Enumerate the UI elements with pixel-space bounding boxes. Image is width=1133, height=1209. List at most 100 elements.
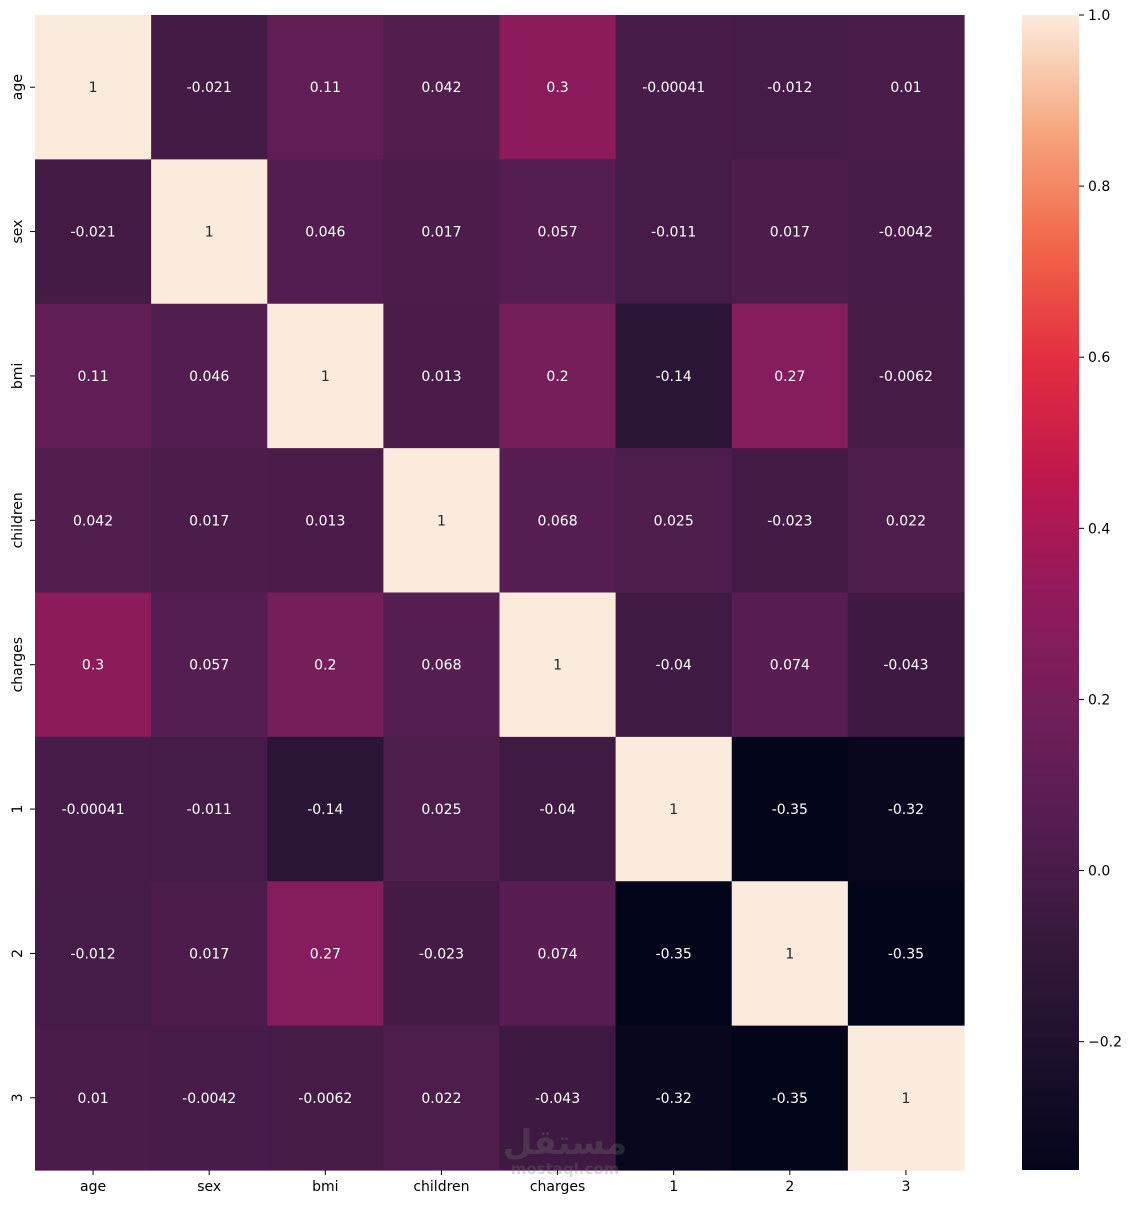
cell-annotation-3-0: 0.042 [73, 513, 113, 529]
cell-annotation-1-5: -0.011 [651, 225, 696, 241]
cell-annotation-2-6: 0.27 [774, 369, 805, 385]
heatmap-cell-6-7 [847, 881, 965, 1027]
heatmap-cell-1-7 [847, 159, 965, 305]
heatmap-cell-1-0 [35, 159, 152, 305]
cell-annotation-2-3: 0.013 [421, 369, 461, 385]
heatmap-cell-3-1 [151, 448, 268, 594]
cell-annotation-3-4: 0.068 [538, 513, 578, 529]
heatmap-cell-2-7 [847, 303, 965, 449]
colorbar-tick-label-2: 0.2 [1088, 692, 1110, 708]
cell-annotation-1-1: 1 [205, 225, 214, 241]
y-tick-label-4: charges [10, 637, 26, 692]
cell-annotation-6-5: -0.35 [656, 946, 692, 962]
heatmap-cell-0-1 [151, 15, 268, 160]
watermark-latin: mostaql.com [511, 1160, 620, 1178]
heatmap-cell-4-0 [35, 592, 152, 738]
heatmap-cell-1-1 [151, 159, 268, 305]
heatmap-cell-0-6 [731, 15, 849, 160]
heatmap-cell-2-5 [615, 303, 733, 449]
y-axis-ticks: age sex bmi children charges 1 2 3 [10, 74, 35, 1102]
heatmap-cell-3-4 [499, 448, 617, 594]
heatmap-annotations: 1 -0.021 0.11 0.042 0.3 -0.00041 -0.012 0.01 -0.… [62, 80, 933, 1107]
cell-annotation-3-1: 0.017 [189, 513, 229, 529]
heatmap-cell-0-3 [383, 15, 501, 160]
y-tick-label-5: 1 [10, 805, 26, 814]
y-tick-label-3: children [10, 492, 26, 548]
x-tick-label-3: children [413, 1179, 469, 1195]
cell-annotation-6-0: -0.012 [70, 946, 115, 962]
heatmap-cell-3-5 [615, 448, 733, 594]
x-tick-label-0: age [80, 1179, 106, 1195]
cell-annotation-5-0: -0.00041 [62, 802, 125, 818]
cell-annotation-6-6: 1 [785, 946, 794, 962]
heatmap-cell-1-2 [267, 159, 384, 305]
heatmap-cell-2-4 [499, 303, 617, 449]
heatmap-cell-5-2 [267, 736, 384, 882]
x-tick-label-2: bmi [312, 1179, 338, 1195]
heatmap-cell-5-0 [35, 736, 152, 882]
cell-annotation-3-5: 0.025 [654, 513, 694, 529]
x-tick-label-1: sex [197, 1179, 221, 1195]
cell-annotation-0-6: -0.012 [767, 80, 812, 96]
cell-annotation-6-2: 0.27 [310, 946, 341, 962]
heatmap-cell-3-7 [847, 448, 965, 594]
heatmap-cell-3-0 [35, 448, 152, 594]
y-tick-label-2: bmi [10, 363, 26, 389]
heatmap-cell-5-4 [499, 736, 617, 882]
heatmap-cell-7-6 [731, 1025, 849, 1171]
heatmap-cell-6-0 [35, 881, 152, 1027]
heatmap-cell-1-3 [383, 159, 501, 305]
colorbar-gradient [1022, 15, 1079, 1170]
colorbar-tick-label-3: 0.4 [1088, 521, 1110, 537]
heatmap-cell-0-2 [267, 15, 384, 160]
cell-annotation-0-0: 1 [89, 80, 98, 96]
cell-annotation-6-4: 0.074 [538, 946, 578, 962]
heatmap-cell-6-2 [267, 881, 384, 1027]
heatmap-cell-7-7 [847, 1025, 965, 1171]
heatmap-cell-4-2 [267, 592, 384, 738]
heatmap-cell-0-7 [847, 15, 965, 160]
colorbar-tick-label-1: 0.0 [1088, 864, 1110, 880]
heatmap-cell-4-4 [499, 592, 617, 738]
colorbar-tick-label-4: 0.6 [1088, 350, 1110, 366]
cell-annotation-4-5: -0.04 [656, 658, 692, 674]
heatmap-cell-2-2 [267, 303, 384, 449]
cell-annotation-7-2: -0.0062 [298, 1091, 352, 1107]
cell-annotation-3-2: 0.013 [305, 513, 345, 529]
heatmap-cell-1-6 [731, 159, 849, 305]
cell-annotation-4-2: 0.2 [314, 658, 336, 674]
cell-annotation-0-3: 0.042 [421, 80, 461, 96]
cell-annotation-1-0: -0.021 [70, 225, 115, 241]
heatmap-cell-7-1 [151, 1025, 268, 1171]
cell-annotation-4-0: 0.3 [82, 658, 104, 674]
heatmap-cell-1-5 [615, 159, 733, 305]
cell-annotation-1-3: 0.017 [421, 225, 461, 241]
heatmap-cell-3-6 [731, 448, 849, 594]
heatmap-cell-4-1 [151, 592, 268, 738]
cell-annotation-4-1: 0.057 [189, 658, 229, 674]
cell-annotation-0-7: 0.01 [890, 80, 921, 96]
heatmap-cell-5-6 [731, 736, 849, 882]
heatmap-cell-0-5 [615, 15, 733, 160]
heatmap-cell-2-6 [731, 303, 849, 449]
cell-annotation-7-1: -0.0042 [182, 1091, 236, 1107]
cell-annotation-6-3: -0.023 [419, 946, 464, 962]
cell-annotation-7-6: -0.35 [772, 1091, 808, 1107]
y-tick-label-1: sex [10, 220, 26, 244]
cell-annotation-3-3: 1 [437, 513, 446, 529]
x-tick-label-7: 3 [901, 1179, 910, 1195]
cell-annotation-1-2: 0.046 [305, 225, 345, 241]
cell-annotation-5-4: -0.04 [539, 802, 575, 818]
x-tick-label-6: 2 [785, 1179, 794, 1195]
heatmap-cell-1-4 [499, 159, 617, 305]
cell-annotation-7-5: -0.32 [656, 1091, 692, 1107]
cell-annotation-3-6: -0.023 [767, 513, 812, 529]
watermark-arabic: مستقل [503, 1123, 627, 1163]
cell-annotation-6-7: -0.35 [888, 946, 924, 962]
cell-annotation-2-0: 0.11 [77, 369, 108, 385]
heatmap-cell-7-2 [267, 1025, 384, 1171]
x-tick-label-5: 1 [669, 1179, 678, 1195]
heatmap-cell-4-5 [615, 592, 733, 738]
